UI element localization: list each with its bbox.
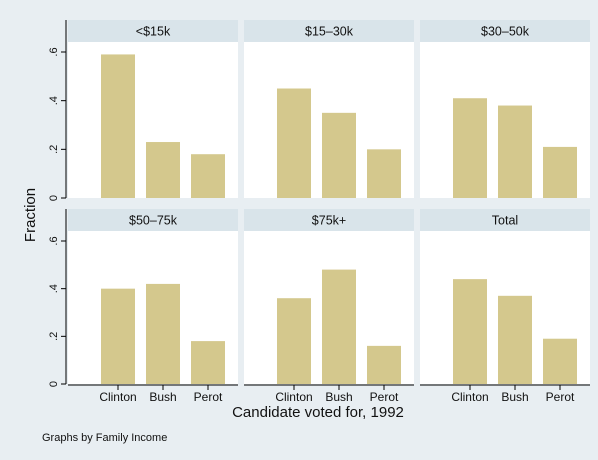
bar-perot xyxy=(543,146,577,198)
y-tick-label: .4 xyxy=(48,284,60,293)
x-tick-label: Clinton xyxy=(99,390,136,404)
x-tick-label: Bush xyxy=(501,390,528,404)
bar-bush xyxy=(322,112,356,198)
x-category-labels: Clinton Bush Perot Clinton Bush Perot Clinton B… xyxy=(68,384,590,404)
y-tick-label: .4 xyxy=(48,96,60,105)
panel-grid: <$15k $15–30k $30–50k $50–75k $75k+ Total xyxy=(68,20,590,384)
y-tick-label: .2 xyxy=(48,332,60,341)
panel: Total xyxy=(420,209,590,384)
bar-bush xyxy=(322,269,356,384)
x-tick-label: Bush xyxy=(325,390,352,404)
bar-clinton xyxy=(101,288,135,384)
x-tick-label: Bush xyxy=(149,390,176,404)
x-axis-title: Candidate voted for, 1992 xyxy=(232,404,404,421)
bar-bush xyxy=(498,105,532,198)
panel-strip xyxy=(68,20,238,42)
bar-perot xyxy=(191,154,225,198)
panel-strip xyxy=(244,209,414,231)
bar-clinton xyxy=(453,98,487,198)
y-axis: 0 .2 .4 .6 xyxy=(48,209,67,387)
bar-bush xyxy=(146,283,180,384)
y-axis: 0 .2 .4 .6 xyxy=(48,20,67,201)
bar-perot xyxy=(191,341,225,384)
panel-title: $50–75k xyxy=(129,214,178,228)
bar-clinton xyxy=(277,88,311,198)
y-axis-title: Fraction xyxy=(22,188,39,242)
bar-perot xyxy=(543,338,577,384)
figure-note: Graphs by Family Income xyxy=(42,432,167,444)
x-axis: Clinton Bush Perot xyxy=(420,384,590,404)
panel-strip xyxy=(420,209,590,231)
y-axes: 0 .2 .4 .6 0 .2 .4 .6 xyxy=(48,20,67,387)
bar-perot xyxy=(367,345,401,384)
bar-bush xyxy=(146,142,180,198)
x-tick-label: Perot xyxy=(194,390,223,404)
y-tick-label: 0 xyxy=(48,195,60,201)
panel-title: $75k+ xyxy=(312,214,346,228)
panel-strip xyxy=(420,20,590,42)
y-tick-label: 0 xyxy=(48,381,60,387)
bar-bush xyxy=(498,295,532,384)
panel: $75k+ xyxy=(244,209,414,384)
bar-clinton xyxy=(101,54,135,198)
x-tick-label: Clinton xyxy=(275,390,312,404)
y-tick-label: .6 xyxy=(48,236,60,245)
panel: $15–30k xyxy=(244,20,414,198)
panel-title: $15–30k xyxy=(305,25,354,39)
bar-clinton xyxy=(277,298,311,384)
panel: <$15k xyxy=(68,20,238,198)
panel-strip xyxy=(68,209,238,231)
x-tick-label: Perot xyxy=(546,390,575,404)
y-tick-label: .6 xyxy=(48,47,60,56)
panel-strip xyxy=(244,20,414,42)
bar-perot xyxy=(367,149,401,198)
x-axis: Clinton Bush Perot xyxy=(68,384,238,404)
bar-clinton xyxy=(453,279,487,384)
panel-title: <$15k xyxy=(136,25,171,39)
y-tick-label: .2 xyxy=(48,145,60,154)
panel-title: Total xyxy=(492,214,518,228)
panel: $30–50k xyxy=(420,20,590,198)
panel: $50–75k xyxy=(68,209,238,384)
x-tick-label: Perot xyxy=(370,390,399,404)
panel-title: $30–50k xyxy=(481,25,530,39)
x-axis: Clinton Bush Perot xyxy=(244,384,414,404)
x-tick-label: Clinton xyxy=(451,390,488,404)
